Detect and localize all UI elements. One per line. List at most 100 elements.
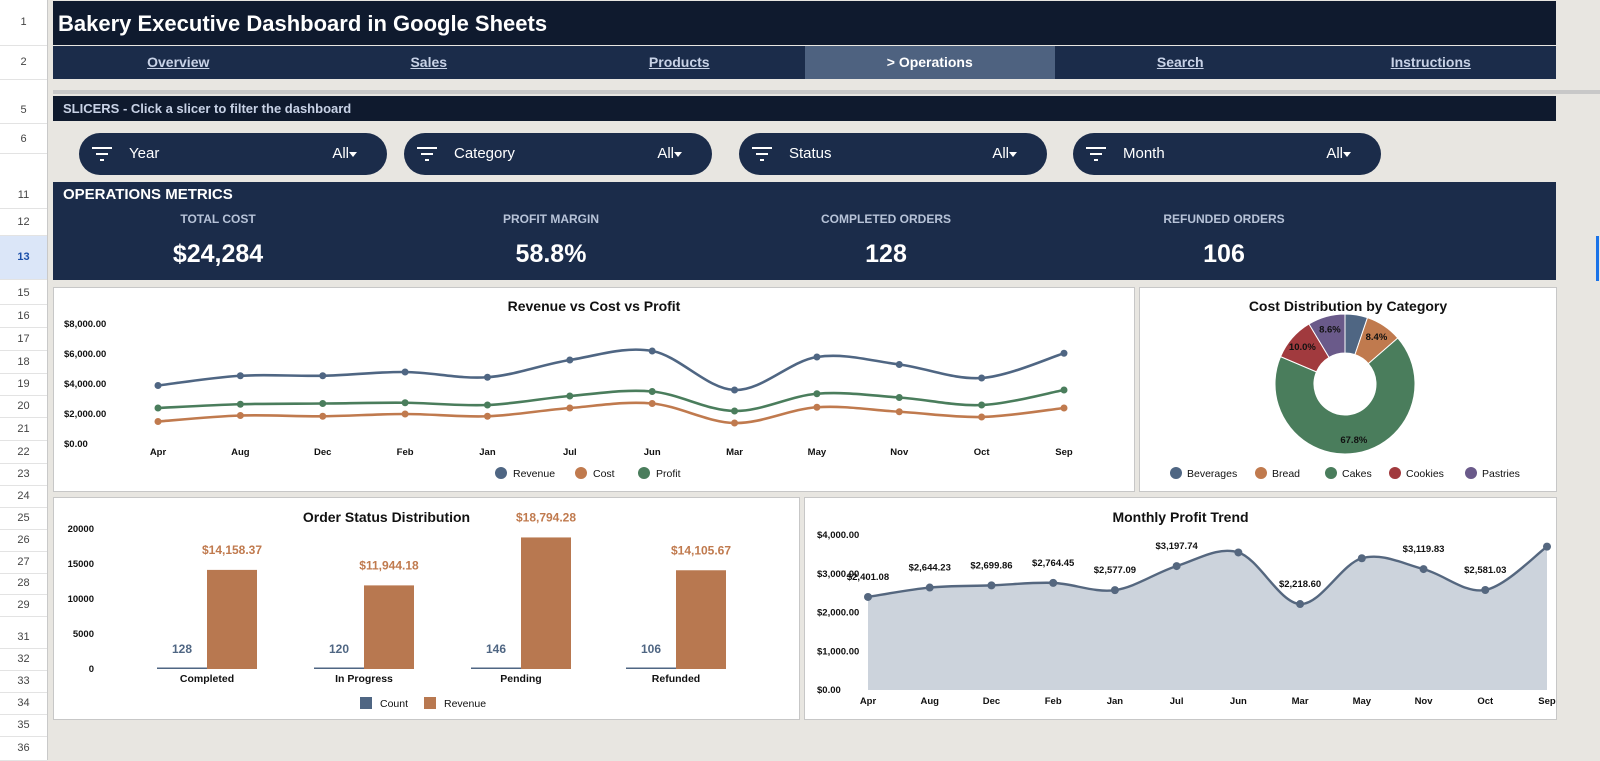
data-point[interactable]: [1060, 349, 1068, 357]
row-number[interactable]: 24: [0, 485, 47, 508]
nav-tab-products[interactable]: Products: [648, 54, 710, 70]
slicer-value[interactable]: All: [1326, 145, 1343, 162]
data-point[interactable]: [319, 400, 327, 407]
row-number[interactable]: 29: [0, 594, 47, 617]
chevron-down-icon[interactable]: [349, 152, 357, 157]
row-number[interactable]: 23: [0, 463, 47, 486]
row-number[interactable]: 15: [0, 282, 47, 305]
row-number[interactable]: 22: [0, 441, 47, 464]
data-point[interactable]: [154, 382, 162, 389]
data-point[interactable]: [813, 403, 821, 411]
nav-tab-operations[interactable]: > Operations: [804, 46, 1055, 79]
data-point[interactable]: [731, 386, 739, 394]
series-line-revenue[interactable]: [157, 348, 1065, 392]
bar-revenue[interactable]: [521, 537, 571, 669]
data-point[interactable]: [648, 347, 656, 355]
cost-distribution-chart[interactable]: Cost Distribution by Category 8.4% 67.8% 1…: [1139, 287, 1557, 492]
pie-slice-pastries[interactable]: [1308, 313, 1346, 359]
data-point[interactable]: [1357, 554, 1366, 563]
row-number[interactable]: 26: [0, 529, 47, 552]
row-number[interactable]: 31: [0, 626, 47, 649]
data-point[interactable]: [1060, 404, 1068, 412]
row-number[interactable]: 16: [0, 305, 47, 328]
revenue-cost-profit-chart[interactable]: Revenue vs Cost vs Profit $0.00 $2,000.00…: [53, 287, 1135, 492]
nav-tab-search[interactable]: Search: [1156, 54, 1204, 70]
bar-revenue[interactable]: [207, 569, 257, 669]
data-point[interactable]: [401, 368, 409, 376]
series-line-profit[interactable]: [157, 388, 1065, 413]
bar-revenue[interactable]: [364, 585, 414, 669]
data-point[interactable]: [895, 408, 903, 416]
row-number[interactable]: 19: [0, 373, 47, 396]
order-status-chart[interactable]: Order Status Distribution 0 5000 10000 1500…: [53, 497, 800, 720]
row-number[interactable]: 28: [0, 572, 47, 595]
data-point[interactable]: [895, 394, 903, 401]
pie-slice-cakes[interactable]: [1274, 337, 1416, 455]
row-number[interactable]: 6: [0, 125, 47, 154]
data-point[interactable]: [236, 412, 244, 419]
data-point[interactable]: [566, 404, 574, 412]
data-point[interactable]: [1060, 386, 1068, 394]
bar-count[interactable]: [626, 667, 676, 670]
series-line-cost[interactable]: [157, 401, 1065, 425]
data-point[interactable]: [1543, 542, 1551, 551]
data-point[interactable]: [1234, 548, 1243, 557]
monthly-profit-chart[interactable]: Monthly Profit Trend $0.00 $1,000.00 $2,00…: [804, 497, 1557, 720]
data-point[interactable]: [987, 581, 996, 590]
data-point[interactable]: [236, 372, 244, 380]
data-point[interactable]: [566, 356, 574, 364]
data-point[interactable]: [154, 404, 162, 412]
data-point[interactable]: [731, 407, 739, 415]
row-number[interactable]: 11: [0, 182, 47, 209]
slicer-month[interactable]: Month All: [1073, 133, 1381, 175]
data-point[interactable]: [236, 400, 244, 408]
data-point[interactable]: [864, 592, 872, 601]
row-number[interactable]: 25: [0, 507, 47, 530]
slicer-value[interactable]: All: [992, 145, 1009, 162]
row-number[interactable]: 20: [0, 395, 47, 418]
row-number[interactable]: 21: [0, 418, 47, 441]
data-point[interactable]: [319, 412, 327, 420]
chevron-down-icon[interactable]: [1343, 152, 1351, 157]
bar-count[interactable]: [157, 667, 207, 670]
data-point[interactable]: [483, 373, 491, 381]
data-point[interactable]: [1481, 585, 1490, 594]
row-number[interactable]: 36: [0, 736, 47, 761]
row-number[interactable]: 27: [0, 551, 47, 574]
row-number[interactable]: 2: [0, 45, 47, 80]
data-point[interactable]: [483, 412, 491, 420]
slicer-year[interactable]: Year All: [79, 133, 387, 175]
data-point[interactable]: [566, 392, 574, 400]
data-point[interactable]: [154, 418, 162, 425]
data-point[interactable]: [1172, 562, 1181, 571]
data-point[interactable]: [813, 390, 821, 398]
data-point[interactable]: [1419, 565, 1428, 574]
row-number[interactable]: 12: [0, 209, 47, 236]
row-number[interactable]: 13: [0, 236, 47, 280]
data-point[interactable]: [401, 410, 409, 418]
data-point[interactable]: [1110, 586, 1119, 595]
row-number[interactable]: 32: [0, 648, 47, 671]
data-point[interactable]: [1296, 600, 1305, 609]
slicer-category[interactable]: Category All: [404, 133, 712, 175]
row-number[interactable]: 33: [0, 670, 47, 693]
data-point[interactable]: [895, 361, 903, 368]
data-point[interactable]: [483, 401, 491, 409]
data-point[interactable]: [648, 400, 656, 407]
frozen-row-divider[interactable]: [53, 90, 1600, 94]
row-number[interactable]: 17: [0, 328, 47, 351]
data-point[interactable]: [648, 388, 656, 395]
nav-tab-instructions[interactable]: Instructions: [1390, 54, 1471, 70]
data-point[interactable]: [319, 372, 327, 380]
data-point[interactable]: [401, 399, 409, 407]
data-point[interactable]: [813, 353, 821, 361]
data-point[interactable]: [978, 401, 986, 409]
data-point[interactable]: [731, 419, 739, 427]
row-number[interactable]: 5: [0, 97, 47, 124]
row-number[interactable]: 18: [0, 351, 47, 374]
bar-revenue[interactable]: [676, 570, 726, 669]
nav-tab-sales[interactable]: Sales: [410, 54, 448, 70]
data-point[interactable]: [978, 413, 986, 421]
slicer-value[interactable]: All: [332, 145, 349, 162]
nav-tab-overview[interactable]: Overview: [147, 54, 210, 70]
